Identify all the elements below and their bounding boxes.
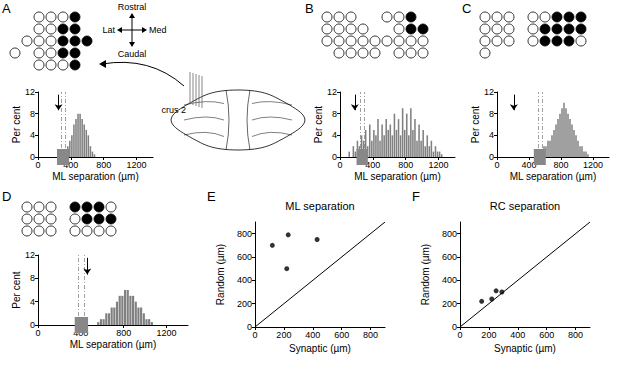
svg-text:1200: 1200 (429, 160, 449, 170)
svg-text:200: 200 (276, 330, 291, 340)
svg-text:Synaptic (µm): Synaptic (µm) (494, 343, 556, 354)
svg-text:0: 0 (332, 152, 337, 162)
svg-text:crus 2: crus 2 (161, 105, 186, 115)
svg-text:8: 8 (489, 109, 494, 119)
svg-text:800: 800 (442, 229, 457, 239)
svg-text:12: 12 (25, 87, 35, 97)
svg-text:0: 0 (30, 320, 35, 330)
svg-text:0: 0 (30, 152, 35, 162)
svg-text:12: 12 (25, 250, 35, 260)
svg-text:B: B (305, 1, 314, 16)
svg-text:4: 4 (332, 130, 337, 140)
svg-text:1200: 1200 (157, 328, 177, 338)
svg-text:Random (µm): Random (µm) (420, 244, 431, 305)
svg-text:0: 0 (252, 330, 257, 340)
svg-text:ML separation (µm): ML separation (µm) (52, 171, 139, 182)
svg-text:C: C (462, 1, 471, 16)
svg-text:Random (µm): Random (µm) (215, 244, 226, 305)
svg-text:800: 800 (116, 328, 131, 338)
svg-text:0: 0 (494, 160, 499, 170)
svg-text:400: 400 (521, 159, 537, 170)
svg-text:800: 800 (363, 330, 378, 340)
svg-text:800: 800 (398, 160, 413, 170)
svg-text:200: 200 (237, 299, 252, 309)
svg-text:600: 600 (539, 330, 554, 340)
svg-text:400: 400 (510, 330, 525, 340)
svg-text:800: 800 (553, 160, 568, 170)
svg-text:400: 400 (365, 159, 381, 170)
svg-text:Caudal: Caudal (118, 49, 147, 59)
svg-text:Rostral: Rostral (118, 2, 147, 12)
svg-text:ML separation: ML separation (285, 200, 354, 212)
svg-text:Per cent: Per cent (11, 106, 22, 143)
svg-text:0: 0 (337, 160, 342, 170)
svg-text:200: 200 (442, 299, 457, 309)
svg-text:Lat: Lat (102, 25, 115, 35)
svg-text:400: 400 (305, 330, 320, 340)
svg-text:800: 800 (96, 160, 111, 170)
svg-text:8: 8 (30, 273, 35, 283)
svg-text:1200: 1200 (583, 160, 603, 170)
svg-text:400: 400 (237, 275, 252, 285)
svg-text:ML separation (µm): ML separation (µm) (70, 339, 157, 350)
svg-text:8: 8 (30, 109, 35, 119)
svg-text:800: 800 (237, 229, 252, 239)
svg-text:0: 0 (35, 328, 40, 338)
svg-text:4: 4 (489, 130, 494, 140)
svg-text:800: 800 (568, 330, 583, 340)
svg-text:600: 600 (442, 252, 457, 262)
svg-text:ML separation (µm): ML separation (µm) (354, 171, 441, 182)
svg-text:0: 0 (457, 330, 462, 340)
svg-text:Per cent: Per cent (470, 106, 481, 143)
svg-text:600: 600 (334, 330, 349, 340)
svg-text:Med: Med (149, 25, 167, 35)
svg-text:12: 12 (327, 87, 337, 97)
svg-text:E: E (207, 189, 216, 204)
svg-text:0: 0 (489, 152, 494, 162)
svg-text:12: 12 (484, 87, 494, 97)
svg-text:A: A (2, 1, 11, 16)
svg-text:0: 0 (35, 160, 40, 170)
svg-text:Per cent: Per cent (313, 106, 324, 143)
svg-text:4: 4 (30, 130, 35, 140)
svg-text:Synaptic (µm): Synaptic (µm) (289, 343, 351, 354)
svg-text:200: 200 (481, 330, 496, 340)
svg-text:ML separation (µm): ML separation (µm) (510, 171, 597, 182)
svg-text:8: 8 (332, 109, 337, 119)
svg-text:400: 400 (63, 159, 79, 170)
svg-text:0: 0 (247, 322, 252, 332)
svg-text:4: 4 (30, 297, 35, 307)
svg-text:600: 600 (237, 252, 252, 262)
svg-text:D: D (2, 189, 11, 204)
svg-text:400: 400 (442, 275, 457, 285)
svg-text:0: 0 (452, 322, 457, 332)
svg-text:Per cent: Per cent (11, 271, 22, 308)
svg-text:F: F (412, 189, 420, 204)
svg-text:RC separation: RC separation (490, 200, 560, 212)
svg-text:1200: 1200 (127, 160, 147, 170)
